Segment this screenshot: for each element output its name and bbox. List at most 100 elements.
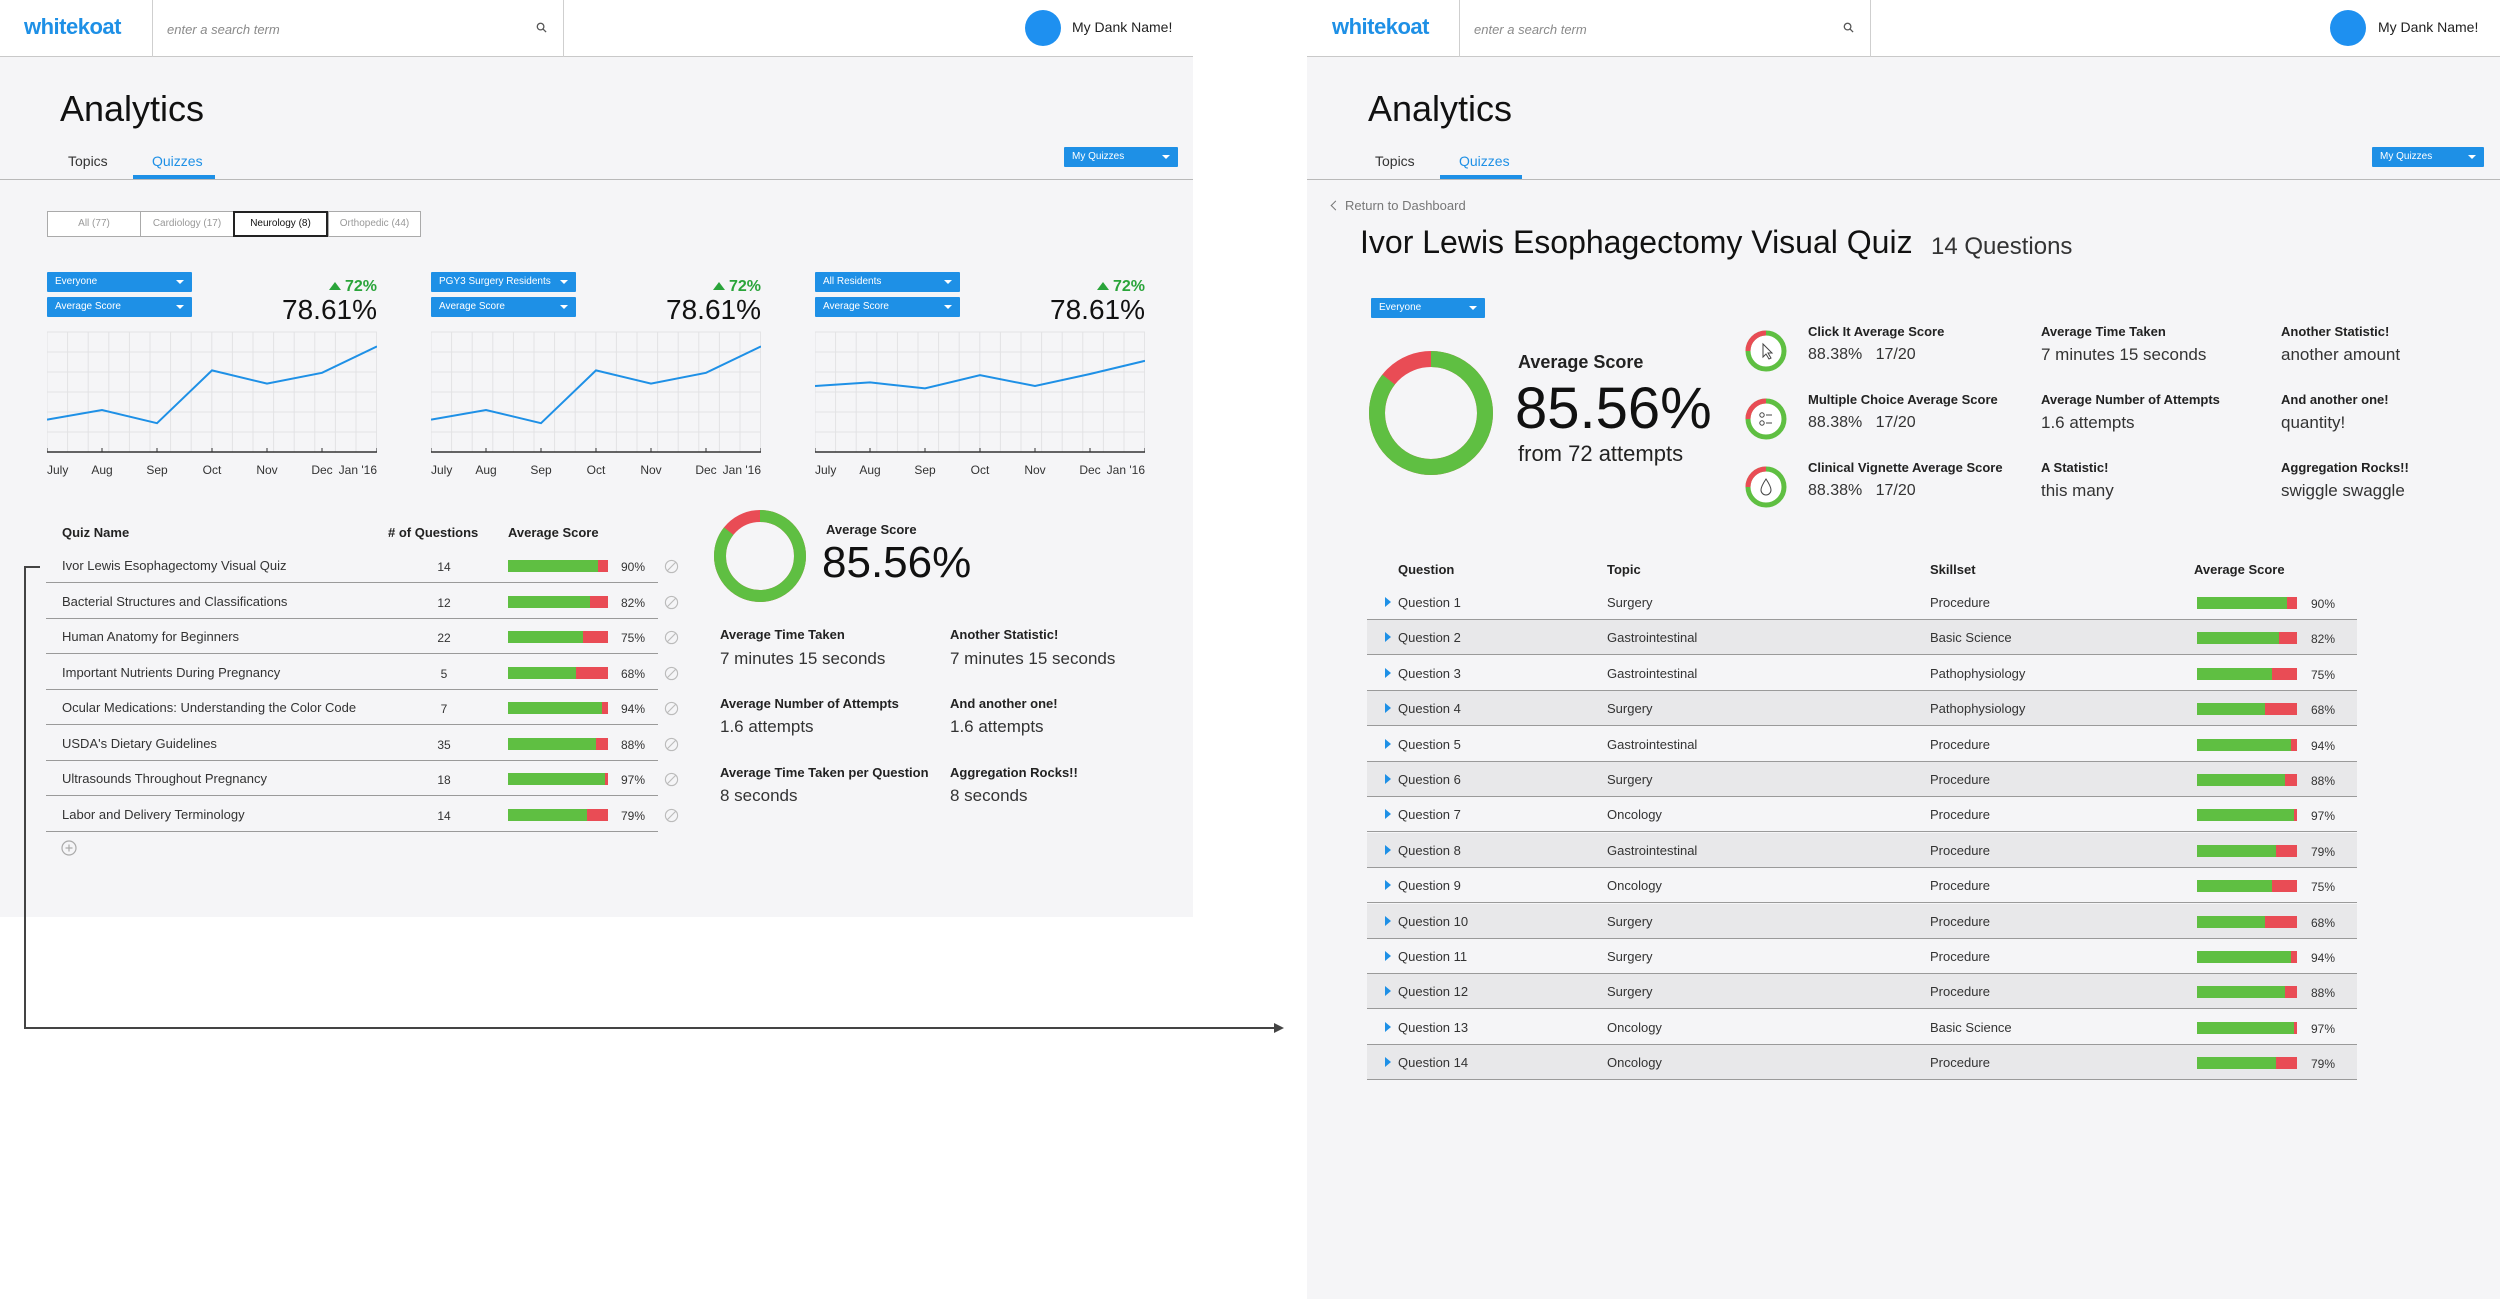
quiz-name[interactable]: Labor and Delivery Terminology <box>62 806 245 822</box>
table-row[interactable]: Question 14 Oncology Procedure 79% <box>1367 1045 2357 1081</box>
table-row[interactable]: Question 2 Gastrointestinal Basic Science 8… <box>1367 620 2357 656</box>
expand-icon[interactable] <box>1385 1057 1391 1068</box>
table-row[interactable]: Question 1 Surgery Procedure 90% <box>1367 585 2357 620</box>
table-row[interactable]: Question 13 Oncology Basic Science 97% <box>1367 1010 2357 1045</box>
table-row[interactable]: Question 8 Gastrointestinal Procedure 79% <box>1367 832 2357 868</box>
score-bar <box>2197 1021 2297 1034</box>
average-score-donut <box>1369 351 1493 475</box>
tab-bar: Topics Quizzes <box>0 150 1193 180</box>
metric-select[interactable]: Average Score <box>47 297 192 317</box>
column-header-question[interactable]: Question <box>1398 562 1455 577</box>
username[interactable]: My Dank Name! <box>1072 19 1173 35</box>
expand-icon[interactable] <box>1385 1021 1391 1032</box>
audience-select[interactable]: All Residents <box>815 272 960 292</box>
table-row[interactable]: Ivor Lewis Esophagectomy Visual Quiz 14 90… <box>46 548 679 583</box>
expand-icon[interactable] <box>1385 774 1391 784</box>
column-header-average-score[interactable]: Average Score <box>2194 562 2285 577</box>
quiz-name[interactable]: Ivor Lewis Esophagectomy Visual Quiz <box>62 558 287 573</box>
expand-icon[interactable] <box>1385 738 1391 749</box>
audience-select[interactable]: Everyone <box>47 272 192 292</box>
expand-icon[interactable] <box>1385 703 1391 714</box>
search-input[interactable] <box>1474 18 1824 40</box>
stat-label: A Statistic! <box>2041 460 2109 475</box>
search-icon[interactable] <box>536 22 547 33</box>
quiz-name[interactable]: Human Anatomy for Beginners <box>62 629 240 644</box>
disable-icon[interactable] <box>664 772 679 787</box>
table-row[interactable]: Question 12 Surgery Procedure 88% <box>1367 974 2357 1010</box>
filter-all[interactable]: All (77) <box>47 211 140 237</box>
username[interactable]: My Dank Name! <box>2378 19 2479 35</box>
disable-icon[interactable] <box>664 808 679 823</box>
column-header-questions[interactable]: # of Questions <box>388 525 479 540</box>
table-row[interactable]: Question 10 Surgery Procedure 68% <box>1367 903 2357 939</box>
expand-icon[interactable] <box>1385 880 1391 891</box>
audience-select[interactable]: PGY3 Surgery Residents <box>431 272 576 292</box>
expand-icon[interactable] <box>1385 809 1391 820</box>
table-row[interactable]: Important Nutrients During Pregnancy 5 68% <box>46 655 679 690</box>
expand-icon[interactable] <box>1385 597 1391 607</box>
quiz-name[interactable]: Bacterial Structures and Classifications <box>62 593 288 609</box>
tab-topics[interactable]: Topics <box>68 153 108 169</box>
return-to-dashboard-link[interactable]: Return to Dashboard <box>1330 198 1466 213</box>
expand-icon[interactable] <box>1385 632 1391 643</box>
score-bar-fill <box>508 631 583 643</box>
table-row[interactable]: USDA's Dietary Guidelines 35 88% <box>46 726 679 761</box>
tab-quizzes[interactable]: Quizzes <box>152 153 203 169</box>
expand-icon[interactable] <box>1385 915 1391 926</box>
expand-icon[interactable] <box>1385 844 1391 855</box>
score-bar-fill <box>2197 597 2287 609</box>
x-tick-label: Sep <box>914 463 936 477</box>
avatar[interactable] <box>1025 10 1061 46</box>
skillset-cell: Basic Science <box>1930 1019 2012 1035</box>
scope-select[interactable]: My Quizzes <box>2372 147 2484 167</box>
disable-icon[interactable] <box>664 666 679 681</box>
disable-icon[interactable] <box>664 701 679 716</box>
logo[interactable]: whitekoat <box>1332 14 1429 39</box>
filter-neurology[interactable]: Neurology (8) <box>233 211 328 237</box>
table-row[interactable]: Question 3 Gastrointestinal Pathophysiolog… <box>1367 656 2357 691</box>
table-row[interactable]: Question 11 Surgery Procedure 94% <box>1367 939 2357 974</box>
table-row[interactable]: Question 4 Surgery Pathophysiology 68% <box>1367 691 2357 727</box>
quiz-name[interactable]: Ocular Medications: Understanding the Co… <box>62 700 357 715</box>
scope-select[interactable]: My Quizzes <box>1064 147 1178 167</box>
column-header-quiz-name[interactable]: Quiz Name <box>62 525 130 540</box>
column-header-score[interactable]: Average Score <box>508 525 599 540</box>
quiz-name[interactable]: Important Nutrients During Pregnancy <box>62 664 281 680</box>
disable-icon[interactable] <box>664 559 679 574</box>
table-row[interactable]: Question 6 Surgery Procedure 88% <box>1367 762 2357 797</box>
disable-icon[interactable] <box>664 630 679 645</box>
tab-topics[interactable]: Topics <box>1375 153 1415 169</box>
logo[interactable]: whitekoat <box>24 14 121 39</box>
table-row[interactable]: Question 9 Oncology Procedure 75% <box>1367 868 2357 904</box>
avatar[interactable] <box>2330 10 2366 46</box>
disable-icon[interactable] <box>664 737 679 752</box>
tab-quizzes[interactable]: Quizzes <box>1459 153 1510 169</box>
table-row[interactable]: Ultrasounds Throughout Pregnancy 18 97% <box>46 761 679 796</box>
filter-orthopedic[interactable]: Orthopedic (44) <box>328 211 421 237</box>
metric-select[interactable]: Average Score <box>431 297 576 317</box>
type-score: 88.38% 17/20 <box>1808 346 1916 364</box>
table-row[interactable]: Bacterial Structures and Classifications… <box>46 584 679 619</box>
quiz-name[interactable]: Ultrasounds Throughout Pregnancy <box>62 771 267 786</box>
score-pct: 94% <box>2311 738 2336 753</box>
column-header-topic[interactable]: Topic <box>1607 562 1641 577</box>
table-row[interactable]: Question 5 Gastrointestinal Procedure 94% <box>1367 727 2357 762</box>
metric-select[interactable]: Average Score <box>815 297 960 317</box>
skillset-cell: Procedure <box>1930 984 1990 1000</box>
column-header-skillset[interactable]: Skillset <box>1930 562 1976 577</box>
disable-icon[interactable] <box>664 595 679 610</box>
table-row[interactable]: Ocular Medications: Understanding the Co… <box>46 690 679 725</box>
expand-icon[interactable] <box>1385 986 1391 997</box>
search-input[interactable] <box>167 18 517 40</box>
table-row[interactable]: Human Anatomy for Beginners 22 75% <box>46 619 679 654</box>
expand-icon[interactable] <box>1385 667 1391 678</box>
table-row[interactable]: Question 7 Oncology Procedure 97% <box>1367 797 2357 833</box>
score-pct: 79% <box>2311 844 2336 859</box>
quiz-name[interactable]: USDA's Dietary Guidelines <box>62 735 217 751</box>
expand-icon[interactable] <box>1385 951 1391 961</box>
filter-cardiology[interactable]: Cardiology (17) <box>140 211 233 237</box>
audience-select[interactable]: Everyone <box>1371 298 1485 318</box>
add-icon[interactable] <box>61 840 77 856</box>
table-row[interactable]: Labor and Delivery Terminology 14 79% <box>46 797 679 832</box>
search-icon[interactable] <box>1843 22 1854 33</box>
